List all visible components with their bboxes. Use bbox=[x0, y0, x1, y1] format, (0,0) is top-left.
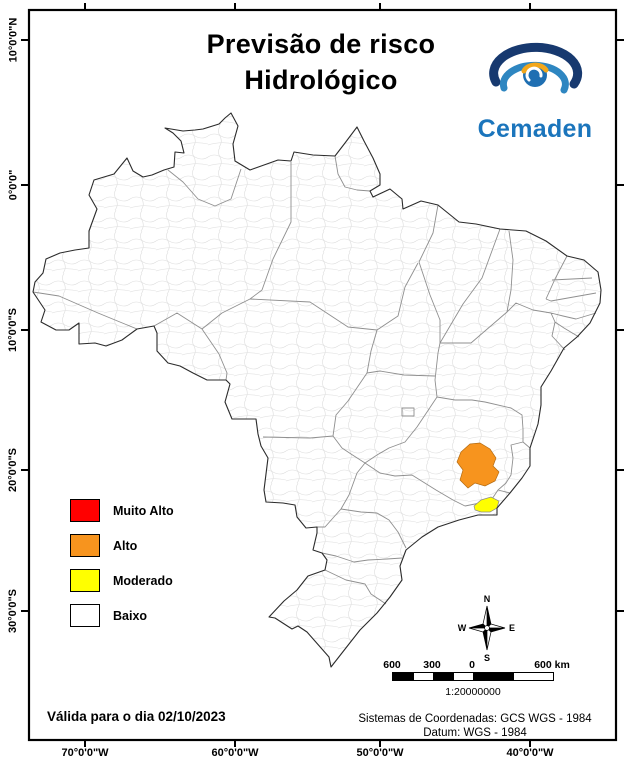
scale-bar-segment bbox=[473, 673, 513, 680]
legend-item-alto: Alto bbox=[70, 534, 174, 557]
legend-swatch-muito-alto bbox=[70, 499, 100, 522]
lat-label-text: 20°0'0"S bbox=[7, 447, 20, 493]
legend-item-muito-alto: Muito Alto bbox=[70, 499, 174, 522]
lat-label-text: 10°0'0"N bbox=[7, 17, 19, 63]
scale-bar-segment bbox=[433, 673, 453, 680]
compass-n-label: N bbox=[484, 594, 491, 604]
legend-label: Baixo bbox=[113, 608, 148, 623]
lon-label: 60°0'0"W bbox=[211, 747, 259, 759]
scale-label: 600 bbox=[383, 659, 401, 671]
compass-rose: N E S W bbox=[455, 592, 519, 669]
legend-label: Muito Alto bbox=[113, 503, 174, 518]
compass-s-label: S bbox=[484, 653, 490, 663]
legend-item-moderado: Moderado bbox=[70, 569, 174, 592]
graticule-ticks bbox=[21, 3, 624, 747]
brazil-outline bbox=[32, 112, 602, 668]
cemaden-logo: Cemaden bbox=[456, 40, 614, 144]
scale-bar-segment bbox=[393, 673, 413, 680]
lat-label: 0°0'0" bbox=[3, 140, 23, 230]
scale-label: 0 bbox=[469, 659, 475, 671]
municipal-boundaries-texture bbox=[33, 113, 601, 667]
scale-label: 300 bbox=[423, 659, 441, 671]
coordinate-system-line: Sistemas de Coordenadas: GCS WGS - 1984 bbox=[358, 713, 592, 725]
lat-label: 30°0'0"S bbox=[3, 566, 23, 656]
risk-region-alto bbox=[456, 442, 500, 489]
scale-label: 600 km bbox=[534, 659, 570, 671]
title-line-1: Previsão de risco bbox=[206, 29, 436, 59]
scale-bar-segment bbox=[513, 673, 553, 680]
scale-bar-labels: 600 300 0 600 km bbox=[383, 659, 570, 672]
legend-item-baixo: Baixo bbox=[70, 604, 174, 627]
lat-label: 20°0'0"S bbox=[3, 425, 23, 515]
title-line-2: Hidrológico bbox=[244, 65, 398, 95]
map-frame bbox=[27, 8, 618, 742]
lat-label-text: 0°0'0" bbox=[7, 169, 19, 201]
scale-bar-segment bbox=[453, 673, 473, 680]
state-borders bbox=[32, 155, 597, 605]
lat-label-text: 10°0'0"S bbox=[7, 307, 20, 353]
compass-rose-icon: N E S W bbox=[458, 594, 515, 663]
compass-e-label: E bbox=[509, 623, 515, 633]
datum-line: Datum: WGS - 1984 bbox=[423, 727, 527, 739]
lon-label: 40°0'0"W bbox=[506, 747, 554, 759]
validity-date: Válida para o dia 02/10/2023 bbox=[47, 709, 226, 724]
lat-label-text: 30°0'0"S bbox=[7, 588, 20, 634]
scale-ratio: 1:20000000 bbox=[445, 686, 501, 698]
scale-bar: 600 300 0 600 km 1:20000000 bbox=[383, 659, 570, 698]
legend-label: Moderado bbox=[113, 573, 173, 588]
legend: Muito Alto Alto Moderado Baixo bbox=[70, 499, 174, 639]
legend-swatch-alto bbox=[70, 534, 100, 557]
page-title: Previsão de risco Hidrológico bbox=[20, 26, 622, 98]
legend-swatch-baixo bbox=[70, 604, 100, 627]
coordinate-system-note: Sistemas de Coordenadas: GCS WGS - 1984 … bbox=[332, 712, 618, 740]
cemaden-logo-icon bbox=[489, 42, 583, 94]
lat-label: 10°0'0"S bbox=[3, 285, 23, 375]
legend-swatch-moderado bbox=[70, 569, 100, 592]
compass-w-label: W bbox=[458, 623, 467, 633]
cemaden-logo-text: Cemaden bbox=[477, 115, 593, 143]
scale-bar-graphic bbox=[392, 672, 554, 681]
scale-bar-segment bbox=[413, 673, 433, 680]
legend-label: Alto bbox=[113, 538, 138, 553]
lon-label: 50°0'0"W bbox=[356, 747, 404, 759]
lon-label: 70°0'0"W bbox=[61, 747, 109, 759]
